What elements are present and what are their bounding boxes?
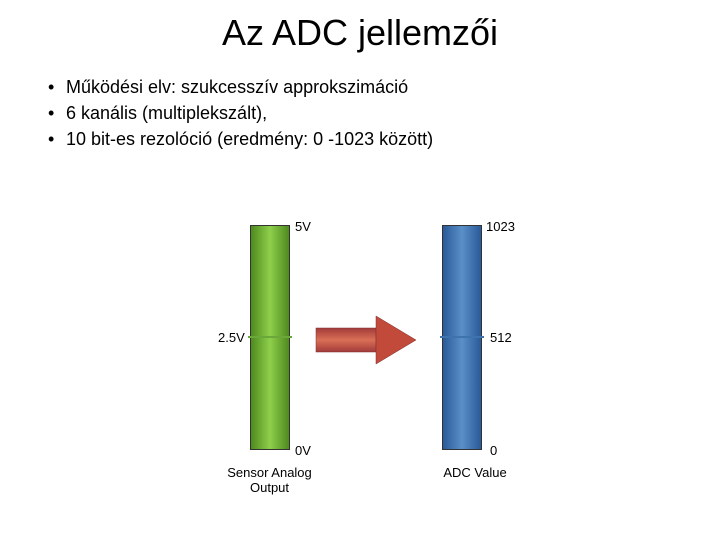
left-mid-label: 2.5V [218,330,245,345]
right-top-label: 1023 [486,219,515,234]
bullet-list: Működési elv: szukcesszív approkszimáció… [0,74,720,152]
right-bottom-label: 0 [490,443,497,458]
right-tick-icon [440,333,484,341]
bullet-item: Működési elv: szukcesszív approkszimáció [48,74,720,100]
right-mid-label: 512 [490,330,512,345]
bullet-item: 10 bit-es rezolóció (eredmény: 0 -1023 k… [48,126,720,152]
left-tick-icon [248,333,292,341]
adc-diagram: 5V 2.5V 0V Sensor Analog Output 1023 512… [180,215,580,515]
bullet-item: 6 kanális (multiplekszált), [48,100,720,126]
right-axis-label: ADC Value [430,465,520,480]
page-title: Az ADC jellemzői [0,0,720,74]
left-bottom-label: 0V [295,443,311,458]
arrow-icon [310,310,420,370]
left-axis-label: Sensor Analog Output [222,465,317,495]
left-top-label: 5V [295,219,311,234]
